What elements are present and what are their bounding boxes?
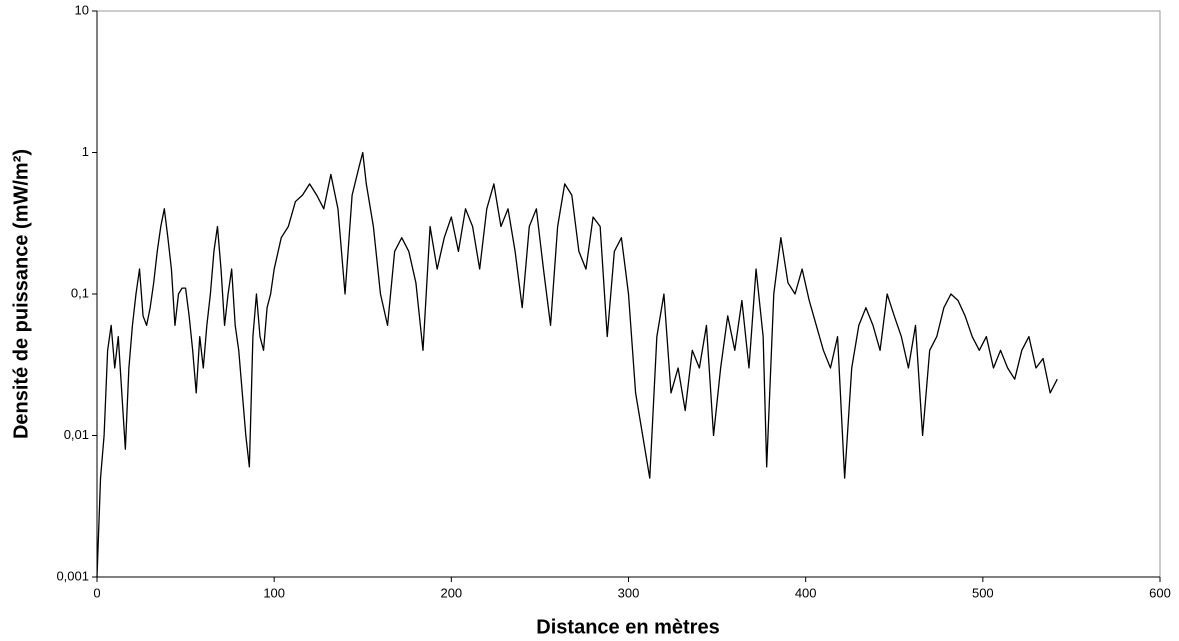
- x-tick-label: 300: [618, 585, 640, 600]
- data-line: [96, 151, 1058, 578]
- x-tick-label: 200: [440, 585, 462, 600]
- y-axis-title: Densité de puissance (mW/m²): [10, 149, 32, 439]
- x-tick-label: 0: [93, 585, 100, 600]
- x-tick-label: 600: [1149, 585, 1171, 600]
- x-tick-label: 500: [972, 585, 994, 600]
- x-tick-label: 100: [263, 585, 285, 600]
- y-tick-label: 10: [75, 2, 89, 17]
- y-tick-label: 0,1: [71, 285, 89, 300]
- y-tick-label: 0,001: [56, 568, 89, 583]
- x-axis-title: Distance en mètres: [536, 616, 719, 638]
- y-tick-label: 0,01: [64, 427, 89, 442]
- y-tick-label: 1: [82, 144, 89, 159]
- x-tick-label: 400: [795, 585, 817, 600]
